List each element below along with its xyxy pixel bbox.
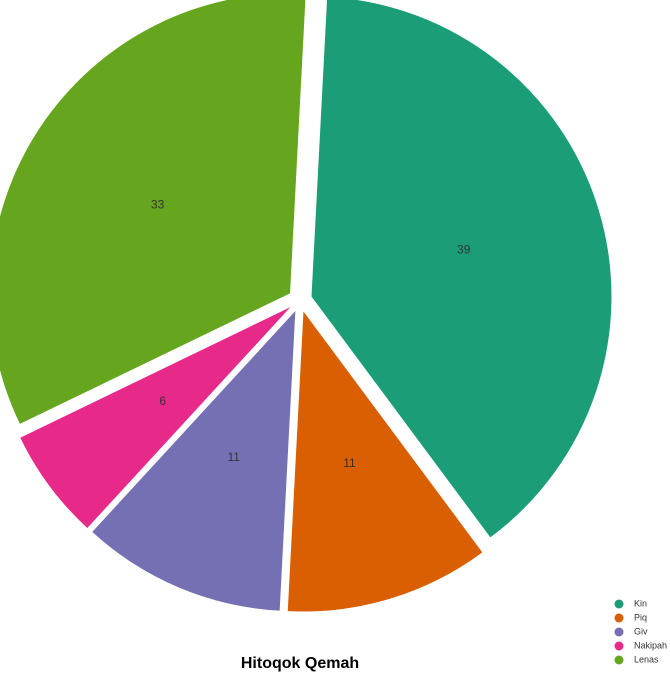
slice-value-label-lenas: 33 xyxy=(151,198,165,212)
pie-slices xyxy=(0,0,612,612)
legend-label-kin: Kin xyxy=(634,598,647,608)
slice-value-label-kin: 39 xyxy=(457,243,471,257)
slice-value-labels: 39 11 11 6 33 xyxy=(151,198,471,470)
legend-label-nakipah: Nakipah xyxy=(634,640,667,650)
slice-value-label-nakipah: 6 xyxy=(159,394,166,408)
legend-marker-kin xyxy=(614,599,624,609)
legend-marker-piq xyxy=(614,613,624,623)
slice-value-label-piq: 11 xyxy=(343,456,356,470)
legend-marker-lenas xyxy=(614,655,624,665)
legend-label-giv: Giv xyxy=(634,626,648,636)
pie-slice-lenas xyxy=(0,0,306,424)
legend-label-lenas: Lenas xyxy=(634,654,659,664)
legend-marker-giv xyxy=(614,627,624,637)
pie-slice-giv xyxy=(92,311,296,611)
slice-value-label-giv: 11 xyxy=(228,450,241,464)
legend-marker-nakipah xyxy=(614,641,624,651)
legend: Kin Piq Giv Nakipah Lenas xyxy=(614,598,667,665)
chart-title: Hitoqok Qemah xyxy=(241,655,359,672)
legend-label-piq: Piq xyxy=(634,612,647,622)
pie-slice-nakipah xyxy=(20,307,291,528)
pie-slice-kin xyxy=(311,0,612,538)
pie-slice-piq xyxy=(287,311,483,612)
